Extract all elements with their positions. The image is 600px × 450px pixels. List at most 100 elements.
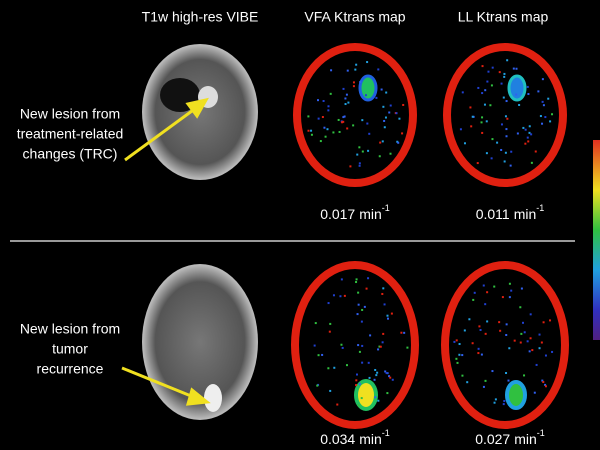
speckle: [389, 152, 392, 155]
speckle: [366, 61, 369, 64]
speckle: [489, 104, 492, 107]
speckle: [506, 59, 509, 62]
ktrans-value: 0.034 min-1: [320, 428, 390, 446]
speckle: [338, 130, 341, 133]
value-exponent: -1: [536, 203, 544, 213]
speckle: [505, 128, 508, 131]
speckle: [538, 333, 541, 336]
speckle: [322, 100, 325, 103]
ktrans-value: 0.027 min-1: [475, 428, 545, 446]
speckle: [354, 68, 357, 71]
speckle: [357, 344, 360, 347]
speckle: [551, 113, 554, 116]
speckle: [531, 349, 534, 352]
speckle: [381, 140, 384, 143]
speckle: [478, 325, 481, 328]
speckles: [307, 59, 554, 407]
speckle: [341, 121, 344, 124]
value-unit: min: [359, 431, 382, 447]
speckle: [329, 92, 332, 95]
speckle: [401, 132, 404, 135]
speckle: [544, 383, 547, 386]
speckle: [485, 152, 488, 155]
speckle: [463, 329, 466, 332]
speckle: [373, 378, 376, 381]
speckle: [360, 397, 363, 400]
speckle: [477, 352, 480, 355]
speckle: [381, 341, 384, 344]
speckle: [501, 296, 504, 299]
speckle: [384, 116, 387, 119]
speckle: [317, 354, 320, 357]
speckle: [455, 357, 458, 360]
colorbar: [593, 140, 600, 340]
speckle: [386, 372, 389, 375]
speckle: [526, 340, 529, 343]
speckle: [538, 347, 541, 350]
speckle: [512, 67, 515, 70]
speckle: [516, 132, 519, 135]
lesion: [358, 74, 378, 102]
speckle: [481, 92, 484, 95]
ktrans-map: [443, 43, 567, 187]
speckle: [367, 361, 370, 364]
speckle: [541, 379, 544, 382]
speckle: [375, 96, 378, 99]
speckle: [505, 323, 508, 326]
speckle: [383, 303, 386, 306]
arrows: [121, 97, 211, 406]
lesion: [204, 384, 222, 412]
value-exponent: -1: [537, 428, 545, 438]
speckle: [342, 116, 345, 119]
speckle: [503, 75, 506, 78]
speckle: [352, 85, 355, 88]
speckle: [357, 303, 360, 306]
speckle: [504, 115, 507, 118]
speckle: [361, 119, 364, 122]
speckle: [534, 150, 537, 153]
speckle: [383, 126, 386, 129]
speckle: [337, 118, 340, 121]
speckle: [544, 385, 547, 388]
speckle: [526, 136, 529, 139]
speckle: [498, 321, 501, 324]
speckle: [513, 339, 516, 342]
speckle: [385, 372, 388, 375]
speckle: [477, 347, 480, 350]
speckle: [542, 381, 545, 384]
value-exponent: -1: [382, 203, 390, 213]
speckle: [515, 67, 518, 70]
speckle: [344, 103, 347, 106]
speckle: [522, 126, 525, 129]
speckle: [519, 341, 522, 344]
speckle: [530, 133, 533, 136]
speckle: [539, 115, 542, 118]
speckle: [527, 140, 530, 143]
speckle: [358, 146, 361, 149]
speckle: [352, 81, 355, 84]
speckle: [507, 379, 510, 382]
speckle: [383, 119, 386, 122]
speckle: [502, 96, 505, 99]
column-header: VFA Ktrans map: [304, 9, 405, 25]
speckle: [551, 350, 554, 353]
speckle: [477, 86, 480, 89]
speckle: [316, 99, 319, 102]
speckle: [510, 289, 513, 292]
speckle: [505, 135, 508, 138]
speckle: [332, 294, 335, 297]
column-header: LL Ktrans map: [458, 9, 549, 25]
speckle: [481, 65, 484, 68]
speckle: [515, 93, 518, 96]
lesion: [354, 379, 378, 411]
speckle: [500, 123, 503, 126]
speckle: [396, 140, 399, 143]
speckle: [329, 389, 332, 392]
speckle: [388, 111, 391, 114]
speckle: [313, 344, 316, 347]
row-label: changes (TRC): [23, 146, 118, 162]
speckle: [374, 368, 377, 371]
speckle: [321, 353, 324, 356]
speckle: [505, 100, 508, 103]
